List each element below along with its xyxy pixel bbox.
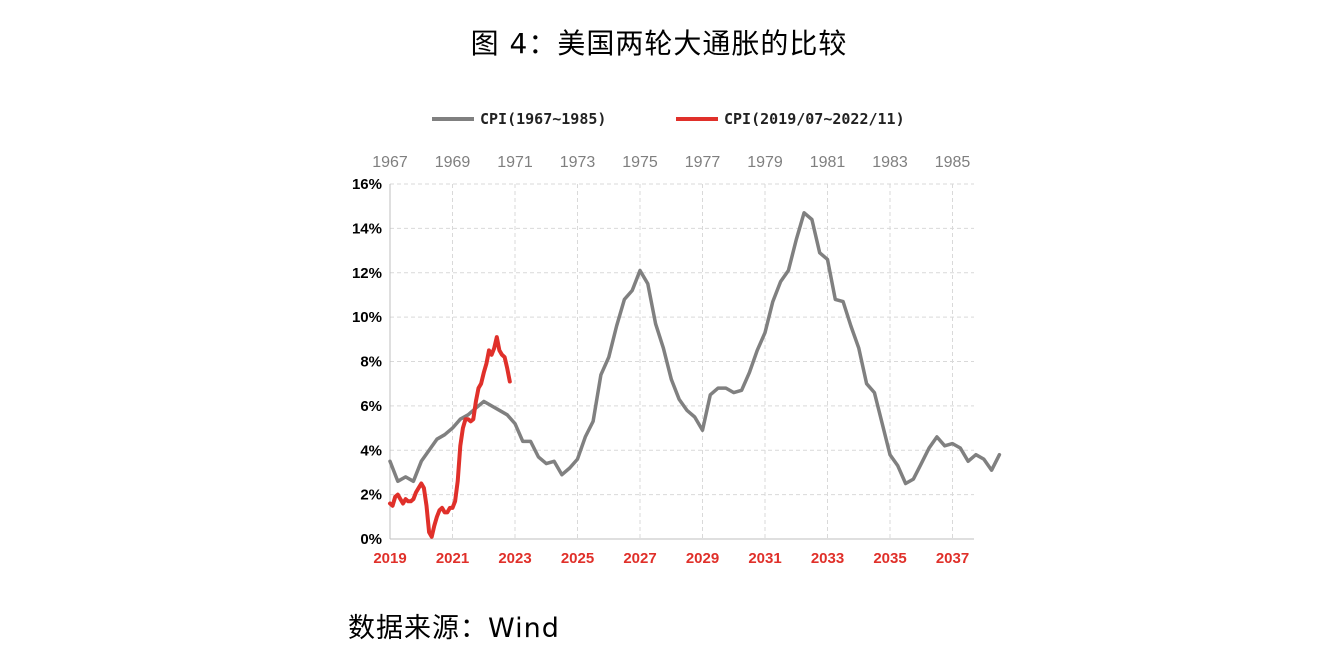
x-bottom-tick-label: 2025 — [561, 550, 594, 567]
y-tick-label: 12% — [352, 265, 382, 282]
x-top-tick-label: 1979 — [747, 154, 783, 171]
x-top-tick-label: 1969 — [435, 154, 471, 171]
x-bottom-tick-label: 2019 — [373, 550, 406, 567]
y-tick-label: 0% — [360, 531, 382, 548]
x-bottom-tick-label: 2029 — [686, 550, 719, 567]
x-top-tick-label: 1983 — [872, 154, 908, 171]
y-tick-label: 14% — [352, 220, 382, 237]
y-tick-label: 6% — [360, 398, 382, 415]
x-top-tick-label: 1985 — [935, 154, 971, 171]
x-bottom-tick-label: 2037 — [936, 550, 969, 567]
y-tick-label: 10% — [352, 309, 382, 326]
legend-label: CPI(2019/07~2022/11) — [724, 110, 905, 128]
x-bottom-tick-label: 2035 — [873, 550, 906, 567]
x-bottom-tick-label: 2031 — [748, 550, 781, 567]
y-tick-label: 2% — [360, 487, 382, 504]
x-top-tick-label: 1975 — [622, 154, 658, 171]
x-top-tick-label: 1967 — [372, 154, 408, 171]
x-top-tick-label: 1977 — [685, 154, 721, 171]
x-bottom-tick-label: 2023 — [498, 550, 531, 567]
y-tick-label: 4% — [360, 442, 382, 459]
x-bottom-tick-label: 2027 — [623, 550, 656, 567]
legend-label: CPI(1967~1985) — [480, 110, 606, 128]
series-line-2019-2022 — [388, 335, 512, 539]
x-top-tick-label: 1971 — [497, 154, 533, 171]
x-bottom-tick-label: 2021 — [436, 550, 469, 567]
x-bottom-tick-label: 2033 — [811, 550, 844, 567]
x-top-tick-label: 1981 — [810, 154, 846, 171]
y-tick-label: 8% — [360, 354, 382, 371]
x-top-tick-label: 1973 — [560, 154, 596, 171]
y-tick-label: 16% — [352, 176, 382, 193]
figure-title: 图 4：美国两轮大通胀的比较 — [470, 27, 848, 60]
source-note: 数据来源：Wind — [348, 613, 560, 644]
series-line-1967-1985 — [388, 211, 1002, 486]
